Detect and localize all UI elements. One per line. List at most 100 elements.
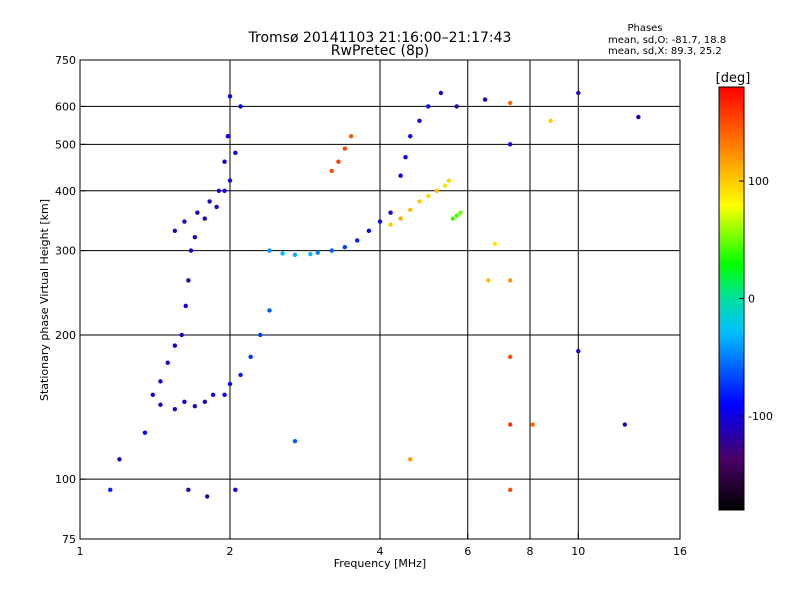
colorbar-label: [deg] xyxy=(716,71,751,86)
data-point xyxy=(454,213,459,218)
data-point xyxy=(202,399,207,405)
data-point xyxy=(210,392,216,398)
data-point xyxy=(188,248,194,253)
data-point xyxy=(227,178,233,183)
data-point xyxy=(214,204,219,210)
data-point xyxy=(233,487,238,493)
data-point xyxy=(225,133,231,139)
x-axis-label: Frequency [MHz] xyxy=(334,557,426,570)
data-point xyxy=(408,133,413,139)
data-point xyxy=(417,199,422,204)
y-tick-label: 500 xyxy=(55,138,76,151)
colorbar-tick-label: -100 xyxy=(748,410,773,423)
data-point xyxy=(117,457,122,462)
data-point xyxy=(222,159,227,164)
data-point xyxy=(222,392,227,398)
y-tick-label: 600 xyxy=(55,100,76,113)
legend-x-mode: mean, sd,X: 89.3, 25.2 xyxy=(608,46,722,57)
data-point xyxy=(434,188,439,193)
data-point xyxy=(366,228,372,233)
data-point xyxy=(354,238,360,243)
y-tick-label: 400 xyxy=(55,185,76,198)
data-point xyxy=(507,487,513,493)
data-point xyxy=(233,150,238,156)
data-point xyxy=(450,216,456,221)
data-point xyxy=(172,406,178,412)
y-tick-label: 200 xyxy=(55,329,76,342)
data-point xyxy=(417,118,422,123)
chart-subtitle: RwPretec (8p) xyxy=(331,43,429,59)
chart-title: Tromsø 20141103 21:16:00–21:17:43 xyxy=(248,30,512,46)
data-point xyxy=(446,178,452,183)
data-point xyxy=(258,332,263,338)
data-point xyxy=(248,354,253,360)
data-point xyxy=(292,439,298,444)
data-point xyxy=(507,354,513,360)
data-point xyxy=(202,216,207,221)
data-point xyxy=(388,222,393,227)
data-point xyxy=(179,332,184,338)
data-point xyxy=(507,100,513,106)
data-point xyxy=(238,372,243,378)
data-point xyxy=(486,278,491,283)
x-tick-label: 1 xyxy=(77,545,84,558)
data-point xyxy=(182,399,187,405)
colorbar-tick-label: 0 xyxy=(748,293,755,306)
data-point xyxy=(458,210,463,215)
grid-lines xyxy=(80,60,680,539)
data-point xyxy=(576,348,581,354)
data-point xyxy=(280,251,285,256)
legend-heading: Phases xyxy=(627,23,662,34)
data-point xyxy=(408,207,413,213)
data-point xyxy=(195,210,200,215)
data-point xyxy=(108,487,113,493)
data-point xyxy=(348,133,354,139)
x-tick-label: 10 xyxy=(571,545,585,558)
data-point xyxy=(158,402,163,407)
data-point xyxy=(238,104,243,109)
data-point xyxy=(377,219,383,224)
data-point xyxy=(336,159,341,164)
data-point xyxy=(329,168,334,174)
data-point xyxy=(398,216,403,221)
data-point xyxy=(408,457,413,462)
data-point xyxy=(482,97,488,102)
x-tick-label: 4 xyxy=(377,545,384,558)
data-point xyxy=(403,155,408,160)
data-point xyxy=(227,381,233,387)
x-axis-ticks: 1 2 4 6 8 10 16 xyxy=(77,533,687,558)
data-point xyxy=(622,422,628,427)
x-tick-label: 6 xyxy=(464,545,471,558)
data-points xyxy=(108,90,641,499)
data-point xyxy=(426,104,431,109)
data-point xyxy=(442,183,448,188)
data-point xyxy=(530,422,535,427)
colorbar-ticks: -100 0 100 xyxy=(739,175,773,423)
data-point xyxy=(507,278,513,283)
data-point xyxy=(142,430,148,435)
data-point xyxy=(636,114,641,120)
data-point xyxy=(342,146,348,151)
data-point xyxy=(292,252,298,258)
data-point xyxy=(548,118,553,123)
data-point xyxy=(222,188,227,193)
data-point xyxy=(576,90,581,96)
data-point xyxy=(315,250,320,255)
data-point xyxy=(308,251,313,257)
data-point xyxy=(342,244,348,250)
y-tick-label: 300 xyxy=(55,245,76,258)
data-point xyxy=(329,248,334,253)
data-point xyxy=(150,392,156,398)
data-point xyxy=(267,308,272,313)
x-tick-label: 8 xyxy=(527,545,534,558)
data-point xyxy=(426,193,431,199)
data-point xyxy=(507,142,513,147)
data-point xyxy=(186,278,191,283)
data-point xyxy=(204,494,210,499)
data-point xyxy=(227,94,233,99)
data-point xyxy=(438,90,444,96)
data-point xyxy=(492,241,498,246)
y-tick-label: 100 xyxy=(55,473,76,486)
y-tick-label: 750 xyxy=(55,54,76,67)
data-point xyxy=(454,104,459,109)
